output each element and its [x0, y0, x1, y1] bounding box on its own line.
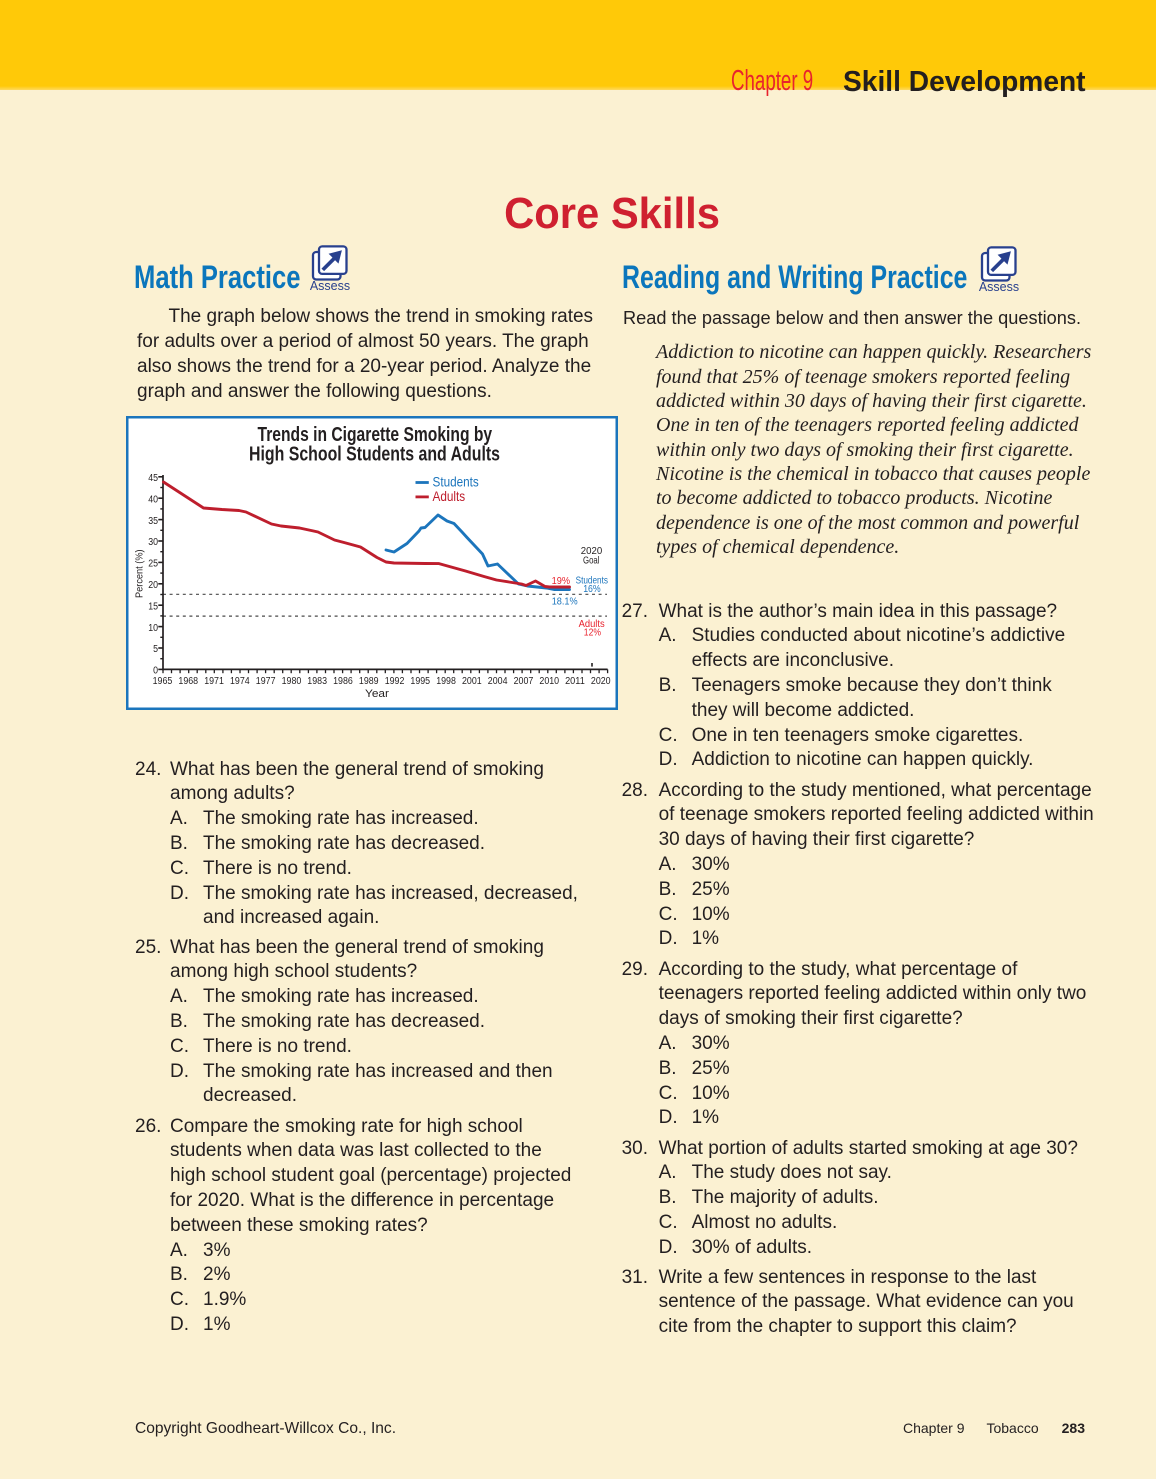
svg-text:16%: 16% [583, 583, 601, 595]
svg-text:High School Students and Adult: High School Students and Adults [249, 444, 500, 466]
svg-text:1974: 1974 [230, 676, 250, 687]
svg-text:1971: 1971 [204, 676, 224, 687]
svg-text:Trends in Cigarette Smoking by: Trends in Cigarette Smoking by [258, 424, 493, 446]
svg-text:1986: 1986 [333, 676, 353, 687]
svg-text:18.1%: 18.1% [552, 596, 578, 608]
svg-text:2011: 2011 [565, 676, 585, 687]
svg-text:Goal: Goal [583, 555, 600, 567]
svg-text:1968: 1968 [178, 676, 198, 687]
svg-text:12%: 12% [584, 627, 601, 639]
svg-text:2004: 2004 [488, 676, 508, 687]
svg-text:1965: 1965 [153, 676, 173, 687]
svg-text:Percent (%): Percent (%) [134, 549, 145, 598]
svg-text:1977: 1977 [256, 676, 276, 687]
svg-text:1980: 1980 [282, 676, 302, 687]
svg-text:1992: 1992 [385, 676, 405, 687]
svg-text:10: 10 [148, 623, 158, 634]
svg-text:1983: 1983 [307, 676, 327, 687]
svg-text:15: 15 [148, 601, 158, 612]
svg-text:20: 20 [148, 580, 158, 591]
svg-text:5: 5 [153, 644, 158, 655]
svg-text:2007: 2007 [514, 676, 534, 687]
svg-text:0: 0 [153, 666, 158, 677]
svg-text:30: 30 [148, 537, 158, 548]
svg-text:19%: 19% [552, 575, 570, 587]
svg-text:Students: Students [433, 474, 479, 490]
svg-text:Adults: Adults [579, 618, 605, 630]
svg-text:2020: 2020 [591, 676, 611, 687]
svg-text:45: 45 [148, 473, 158, 484]
svg-text:2020: 2020 [581, 545, 603, 557]
svg-text:1989: 1989 [359, 676, 379, 687]
svg-text:Adults: Adults [433, 488, 466, 504]
svg-text:2010: 2010 [539, 676, 559, 687]
svg-text:35: 35 [148, 516, 158, 527]
svg-text:Students: Students [576, 575, 608, 587]
svg-text:Year: Year [365, 688, 389, 700]
svg-text:2001: 2001 [462, 676, 482, 687]
svg-text:1998: 1998 [436, 676, 456, 687]
svg-text:40: 40 [148, 494, 158, 505]
svg-text:25: 25 [148, 559, 158, 570]
svg-text:1995: 1995 [410, 676, 430, 687]
